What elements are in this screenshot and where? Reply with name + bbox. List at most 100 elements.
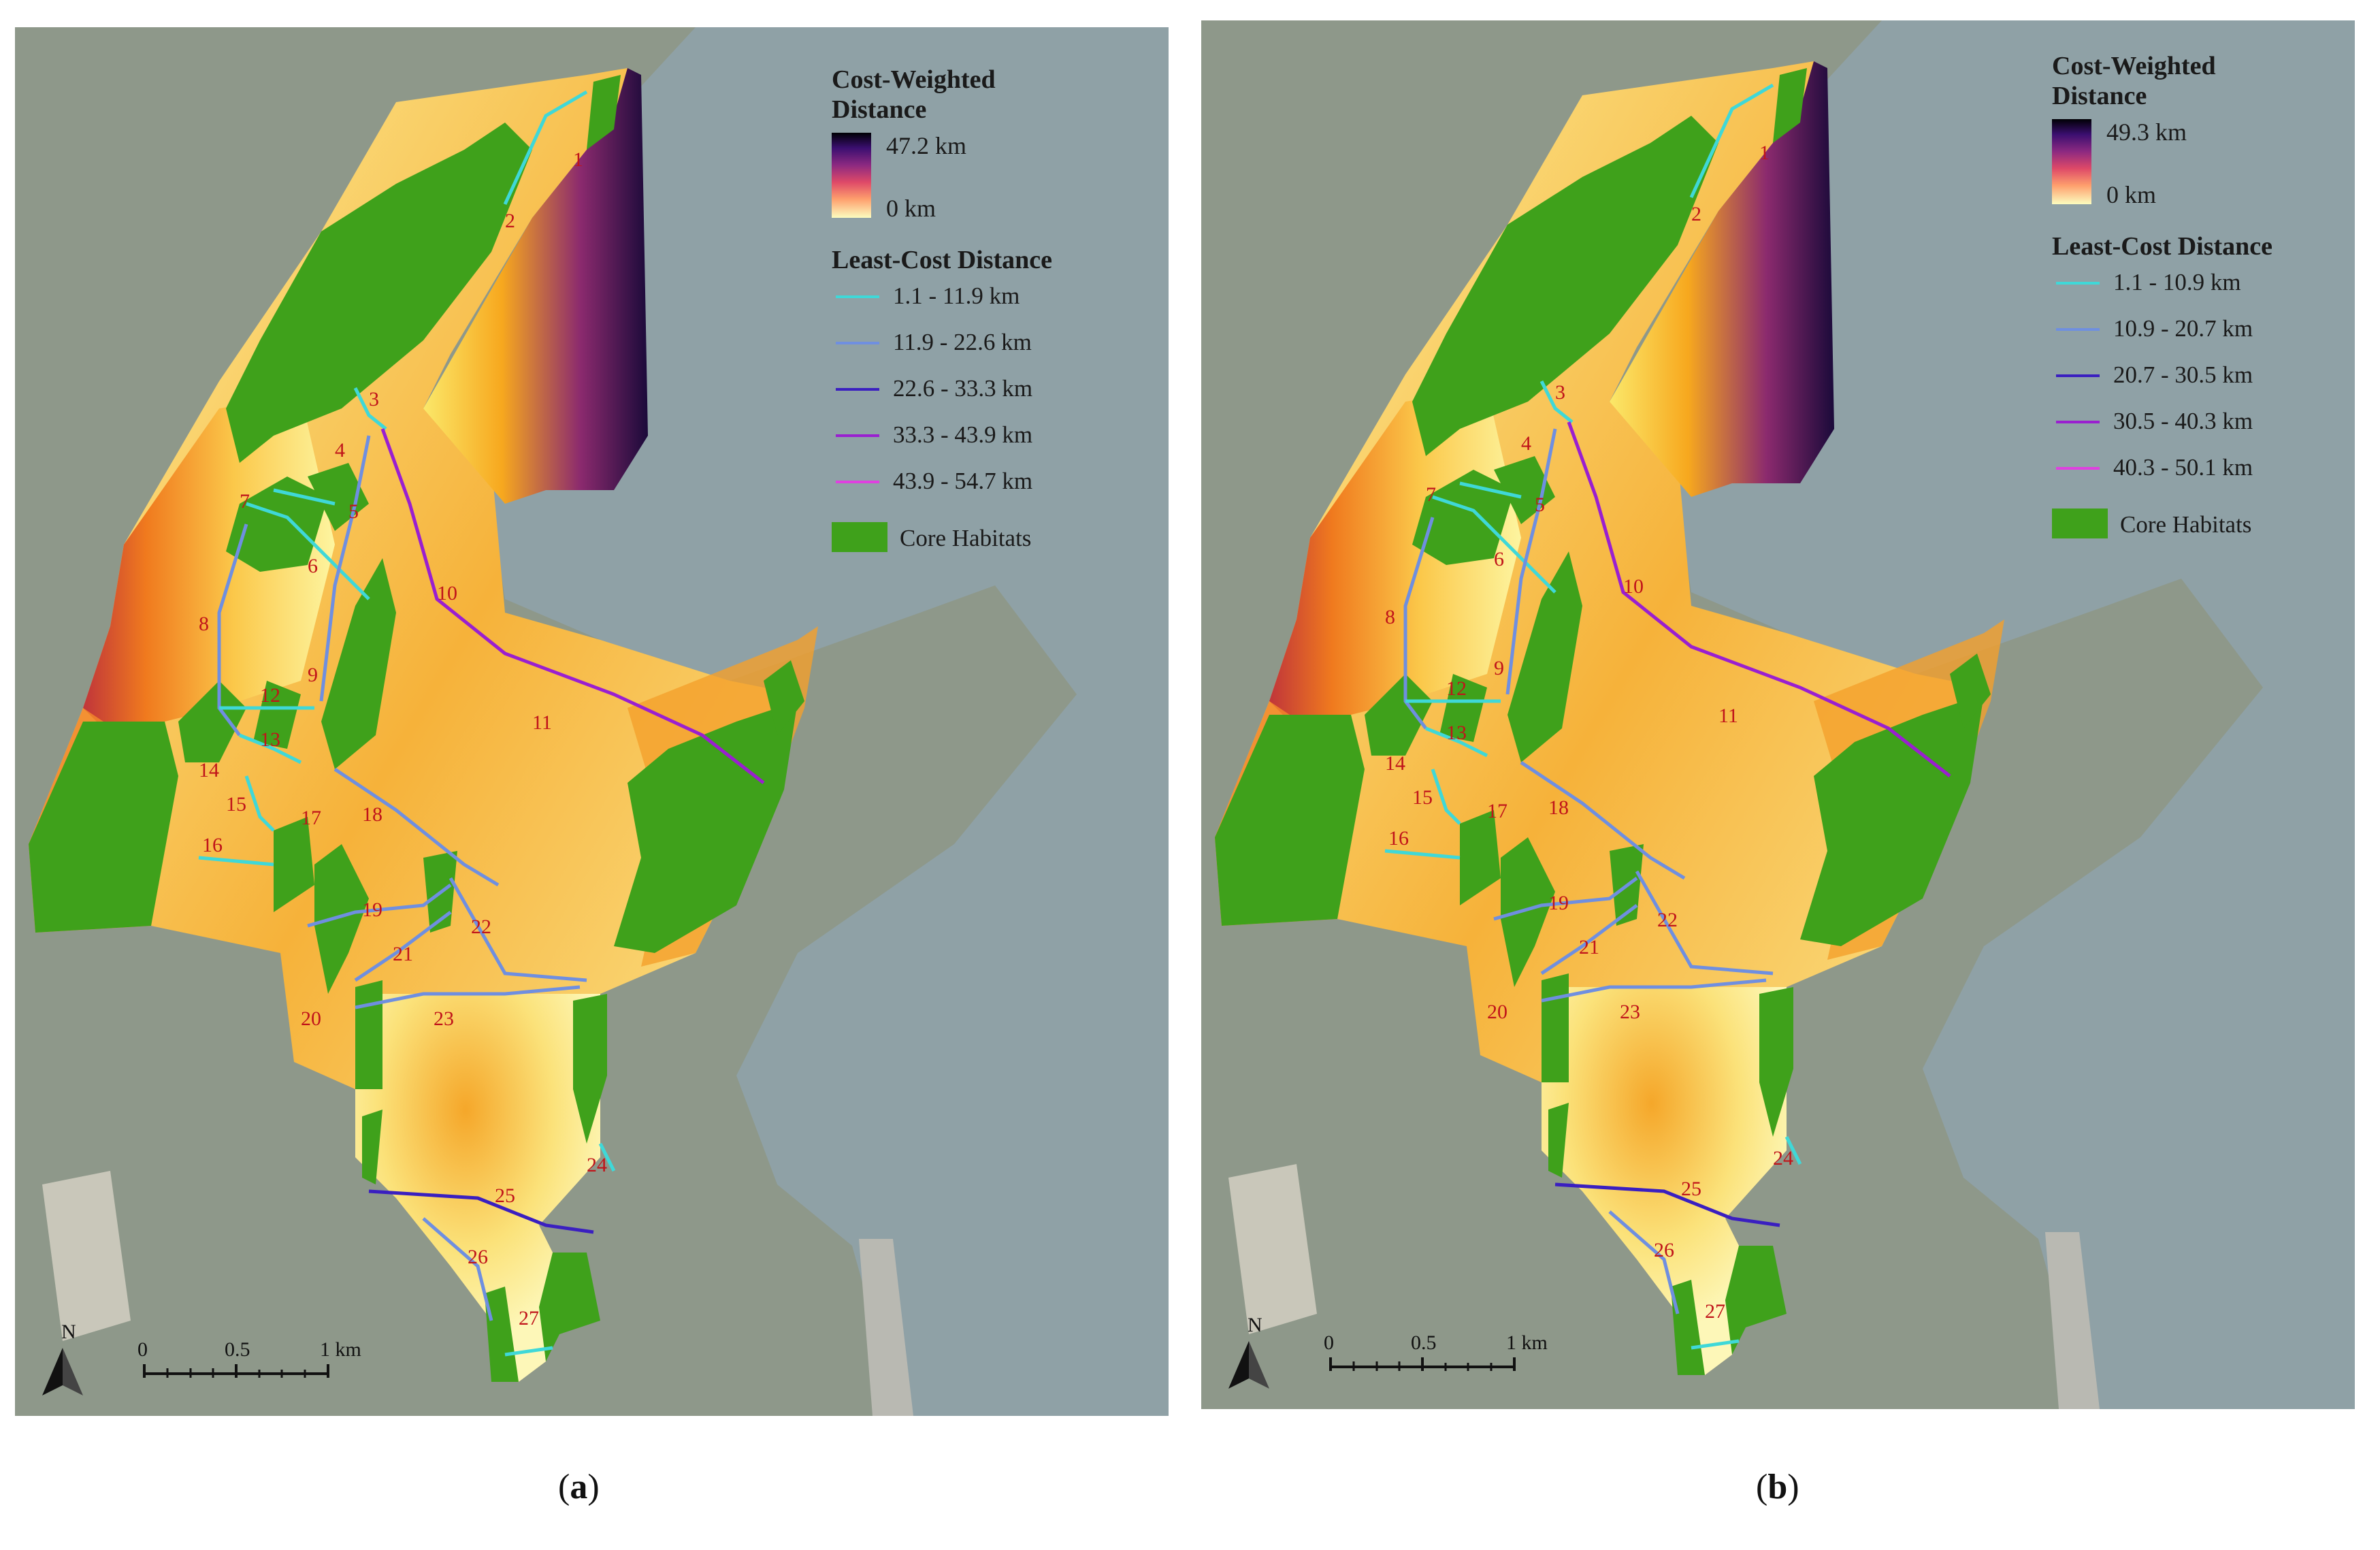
- core-habitats: [1215, 68, 1991, 1375]
- map-canvas: [1201, 20, 2355, 1409]
- corridor-number-label: 26: [1654, 1239, 1674, 1261]
- corridor-number-label: 19: [362, 899, 382, 921]
- map-legend: Cost-Weighted Distance 47.2 km 0 km Least-C…: [832, 65, 1145, 623]
- corridor-number-label: 4: [1521, 432, 1531, 455]
- study-area: [1215, 61, 1984, 1375]
- least-cost-class-row: 33.3 - 43.9 km: [832, 421, 1131, 449]
- scale-north-label: N: [1248, 1314, 1262, 1336]
- least-cost-class-label: 1.1 - 11.9 km: [893, 282, 1020, 309]
- least-cost-swatch: [2056, 421, 2100, 423]
- corridor-number-label: 2: [1691, 203, 1701, 225]
- corridor-number-label: 15: [226, 793, 246, 816]
- corridor-number-label: 20: [1487, 1001, 1507, 1023]
- south-cost-region: [1542, 987, 1787, 1375]
- least-cost-swatch: [836, 481, 879, 483]
- least-cost-class-label: 40.3 - 50.1 km: [2113, 454, 2253, 481]
- corridor-number-label: 12: [1446, 677, 1467, 700]
- least-cost-class-label: 33.3 - 43.9 km: [893, 421, 1033, 448]
- least-cost-class-label: 43.9 - 54.7 km: [893, 468, 1033, 494]
- cost-min-label: 0 km: [886, 195, 936, 222]
- least-cost-class-label: 30.5 - 40.3 km: [2113, 408, 2253, 434]
- corridor-number-label: 14: [1385, 752, 1405, 775]
- corridor-number-label: 8: [199, 613, 209, 635]
- scale-t1-label: 0.5: [225, 1338, 250, 1361]
- scale-t1-label: 0.5: [1411, 1331, 1437, 1354]
- core-habitats-row: Core Habitats: [832, 521, 1131, 555]
- harbour-cost-region: [1610, 61, 1834, 497]
- core-habitat-swatch: [832, 522, 887, 552]
- corridor-number-label: 17: [301, 807, 321, 829]
- corridor-number-label: 5: [348, 500, 359, 523]
- corridor-number-label: 8: [1385, 606, 1395, 628]
- corridor-number-label: 6: [1494, 548, 1504, 570]
- cost-color-ramp: [832, 133, 871, 218]
- panel-caption: (b): [1756, 1467, 1799, 1507]
- corridor-number-label: 23: [434, 1007, 454, 1030]
- corridor-number-label: 9: [1494, 657, 1504, 679]
- least-cost-class-row: 30.5 - 40.3 km: [2052, 408, 2351, 435]
- least-cost-class-row: 22.6 - 33.3 km: [832, 375, 1131, 402]
- least-cost-swatch: [836, 388, 879, 391]
- core-habitat-swatch: [2052, 508, 2108, 538]
- corridor-number-label: 7: [240, 490, 250, 513]
- beach-sand: [42, 1171, 131, 1341]
- scale-t0-label: 0: [137, 1338, 148, 1361]
- least-cost-swatch: [836, 434, 879, 437]
- cost-weighted-title: Cost-Weighted Distance: [2052, 52, 2216, 110]
- corridor-number-label: 11: [1718, 705, 1738, 727]
- least-cost-swatch: [2056, 328, 2100, 331]
- scale-north-label: N: [61, 1321, 76, 1343]
- scale-bar: N 0 0.5 1 km: [1228, 1314, 1582, 1395]
- corridor-number-label: 22: [471, 916, 491, 938]
- west-cost-region: [1269, 388, 1521, 728]
- beach-sand: [1228, 1164, 1317, 1334]
- least-cost-title: Least-Cost Distance: [2052, 232, 2273, 261]
- north-arrow-icon: [1228, 1341, 1516, 1389]
- scale-bar: N 0 0.5 1 km: [42, 1321, 396, 1402]
- least-cost-swatch: [836, 295, 879, 298]
- corridor-number-label: 3: [369, 388, 379, 410]
- least-cost-class-row: 1.1 - 11.9 km: [832, 282, 1131, 310]
- corridor-number-label: 24: [587, 1154, 607, 1176]
- cost-weighted-title: Cost-Weighted Distance: [832, 65, 996, 124]
- corridor-number-label: 20: [301, 1007, 321, 1030]
- corridor-number-label: 11: [532, 711, 552, 734]
- corridor-number-label: 23: [1620, 1001, 1640, 1023]
- harbour-cost-region: [423, 68, 648, 504]
- corridor-number-label: 7: [1426, 483, 1436, 506]
- scale-t2-label: 1 km: [1506, 1331, 1548, 1354]
- core-habitats-row: Core Habitats: [2052, 507, 2351, 541]
- panel-caption: (a): [558, 1467, 600, 1507]
- study-area: [29, 68, 798, 1382]
- least-cost-swatch: [2056, 282, 2100, 285]
- caption-open: (: [558, 1468, 570, 1506]
- least-cost-class-row: 20.7 - 30.5 km: [2052, 361, 2351, 389]
- corridor-number-label: 26: [468, 1246, 488, 1268]
- least-cost-class-label: 10.9 - 20.7 km: [2113, 315, 2253, 342]
- corridor-number-label: 16: [202, 834, 223, 856]
- scale-t0-label: 0: [1324, 1331, 1334, 1354]
- caption-open: (: [1756, 1468, 1768, 1506]
- map-panel-b: 1 2 3 4 5 6 7 8 9 10 11 12 13 14 15 16 17 18 19 20 21 22 23 24 2…: [1201, 20, 2365, 1412]
- corridor-number-label: 10: [437, 582, 457, 604]
- corridor-number-label: 13: [1446, 722, 1467, 744]
- corridor-number-label: 12: [260, 684, 280, 707]
- corridor-number-label: 18: [362, 803, 382, 826]
- least-cost-class-label: 11.9 - 22.6 km: [893, 329, 1032, 355]
- least-cost-corridors: [1384, 83, 1951, 1350]
- corridor-number-label: 17: [1487, 800, 1507, 822]
- least-cost-class-row: 11.9 - 22.6 km: [832, 329, 1131, 356]
- core-habitats: [29, 75, 804, 1382]
- least-cost-class-row: 10.9 - 20.7 km: [2052, 315, 2351, 342]
- corridor-number-label: 25: [1681, 1178, 1701, 1200]
- least-cost-swatch: [2056, 374, 2100, 377]
- least-cost-swatch: [2056, 467, 2100, 470]
- corridor-number-label: 13: [260, 728, 280, 751]
- corridor-number-label: 5: [1535, 494, 1545, 516]
- map-canvas: [15, 27, 1169, 1416]
- corridor-number-label: 18: [1548, 796, 1569, 819]
- corridor-number-label: 25: [495, 1184, 515, 1207]
- least-cost-class-row: 43.9 - 54.7 km: [832, 468, 1131, 495]
- least-cost-swatch: [836, 342, 879, 344]
- core-habitat-label: Core Habitats: [900, 525, 1032, 551]
